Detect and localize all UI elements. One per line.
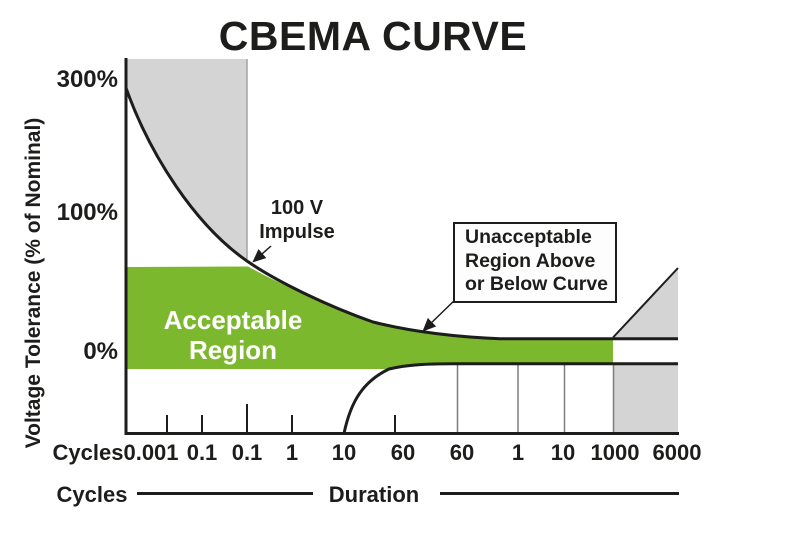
y-axis-label: Voltage Tolerance (% of Nominal) bbox=[22, 117, 45, 449]
x-tick-60a: 60 bbox=[390, 440, 416, 465]
x-tick-1a: 1 bbox=[285, 440, 299, 465]
x-tick-10a: 10 bbox=[331, 440, 357, 465]
x-tick-1000: 1000 bbox=[590, 440, 640, 465]
x-tick-marks bbox=[166, 404, 396, 433]
upper-tolerance-curve bbox=[124, 87, 678, 341]
footer-line-left bbox=[137, 492, 313, 495]
x-tick-01b: 0.1 bbox=[231, 440, 263, 465]
x-tick-1b: 1 bbox=[511, 440, 525, 465]
unacceptable-region-upper-left bbox=[126, 59, 247, 261]
lower-tolerance-curve bbox=[342, 362, 678, 434]
footer-unit-cycles: Cycles bbox=[56, 482, 128, 507]
x-tick-0001: 0.001 bbox=[123, 440, 179, 465]
x-axis-prefix: Cycles bbox=[52, 440, 124, 465]
footer-line-right bbox=[440, 492, 679, 495]
unacceptable-region-lower-right bbox=[613, 365, 678, 433]
duration-divider-lines bbox=[456, 365, 615, 432]
x-tick-01a: 0.1 bbox=[186, 440, 218, 465]
y-tick-100: 100% bbox=[56, 199, 118, 226]
y-tick-0: 0% bbox=[83, 338, 118, 365]
acceptable-region-label: Acceptable Region bbox=[163, 305, 303, 365]
impulse-arrow bbox=[252, 245, 272, 263]
x-tick-6000: 6000 bbox=[652, 440, 702, 465]
upper-right-region-border bbox=[612, 267, 679, 339]
unacceptable-region-callout: Unacceptable Region Above or Below Curve bbox=[453, 222, 617, 303]
footer-unit-duration: Duration bbox=[328, 482, 420, 507]
acceptable-region-shape bbox=[126, 266, 613, 369]
page-title: CBEMA CURVE bbox=[218, 13, 528, 59]
x-tick-10b: 10 bbox=[550, 440, 576, 465]
y-tick-300: 300% bbox=[56, 66, 118, 93]
x-tick-60b: 60 bbox=[449, 440, 475, 465]
impulse-annotation: 100 V Impulse bbox=[259, 197, 335, 243]
